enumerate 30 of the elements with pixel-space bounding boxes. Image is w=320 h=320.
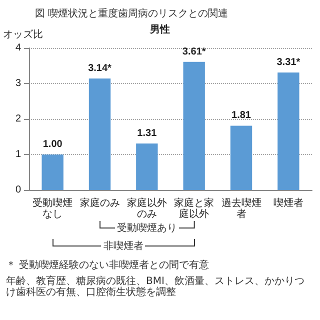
text: 年齢、教育歴、糖尿病の既往、BMI、飲酒量、ストレス、かかりつけ歯科医の有無、口腔衛生状態を調整 [6, 276, 306, 298]
x-tick-label: 過去喫煙者 [221, 197, 262, 220]
y-tick-label: 0 [15, 184, 22, 196]
x-tick-label: 喫煙者 [273, 197, 304, 209]
y-axis-title: オッズ比 [3, 28, 43, 40]
bar [230, 126, 252, 190]
data-label: 3.61* [182, 46, 206, 58]
chart-subtitle: 男性 [149, 24, 170, 36]
bar [136, 143, 158, 190]
x-tick-label: 受動喫煙なし [32, 197, 73, 220]
text: 非喫煙者 [101, 241, 146, 252]
data-label: 1.31 [137, 128, 158, 139]
y-tick-label: 1 [15, 149, 22, 160]
text: 受動喫煙あり [114, 223, 179, 234]
data-label: 3.14* [88, 63, 112, 74]
bar [183, 62, 205, 190]
y-tick-label: 3 [15, 78, 22, 89]
x-tick-label: 家庭と家庭以外 [174, 197, 214, 220]
data-label: 3.31* [276, 56, 300, 68]
bar [88, 78, 111, 190]
data-label: 1.81 [232, 110, 252, 122]
bar [278, 72, 300, 190]
y-tick-label: 2 [15, 114, 22, 124]
x-tick-label: 家庭のみ [80, 197, 120, 209]
y-tick-label: 4 [15, 42, 22, 54]
bar [42, 154, 64, 190]
text: ＊ 受動喫煙経験のない非喫煙者との間で有意 [6, 260, 210, 271]
x-tick-label: 家庭以外のみ [126, 197, 167, 220]
data-label: 1.00 [42, 139, 63, 150]
chart-title: 図 喫煙状況と重度歯周病のリスクとの関連 [35, 8, 228, 20]
